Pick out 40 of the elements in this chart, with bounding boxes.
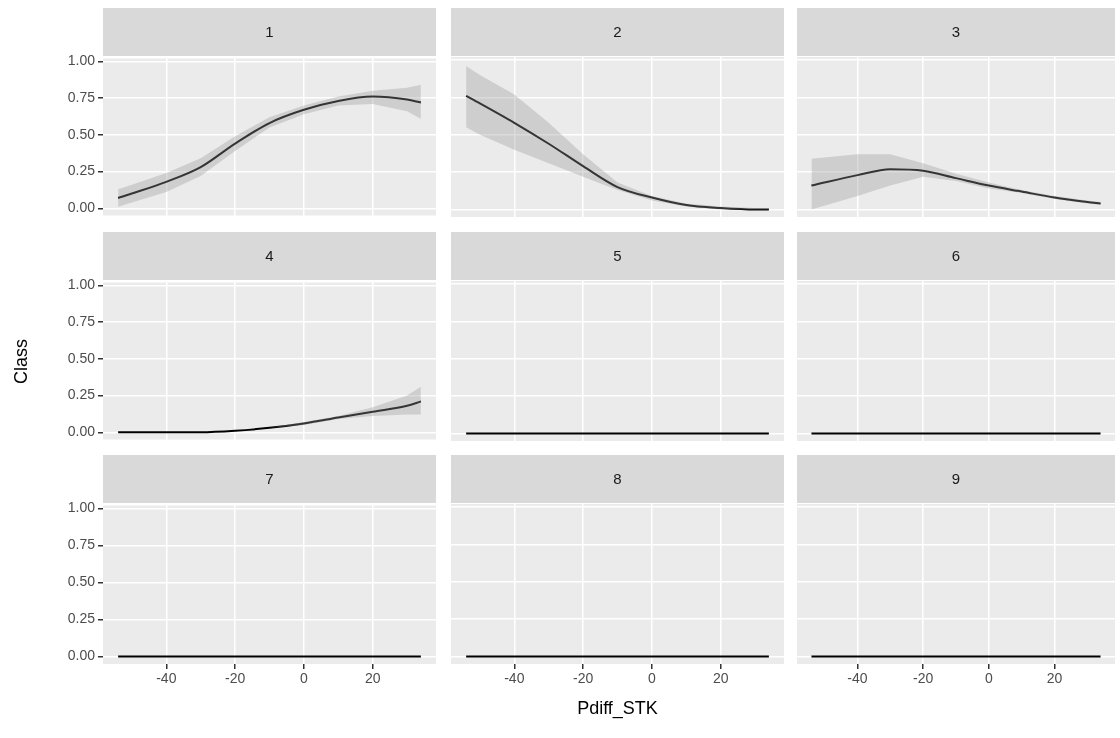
y-tick-label: 0.25 [67, 386, 96, 403]
y-tick-label: 1.00 [67, 52, 96, 69]
y-tick-label: 1.00 [67, 499, 96, 516]
x-tick-label: -40 [847, 670, 868, 687]
y-axis-title: Class [10, 338, 32, 384]
y-tick-label: 0.25 [67, 610, 96, 627]
y-tick-label: 1.00 [67, 276, 96, 293]
x-tick-label: 0 [984, 670, 993, 687]
x-tick-label: 20 [712, 670, 729, 687]
y-tick-label: 0.00 [67, 423, 96, 440]
y-tick-label: 0.50 [67, 125, 96, 142]
chart-title: 9 [797, 455, 1115, 503]
chart-title: 5 [451, 232, 784, 280]
x-tick-label: 0 [648, 670, 656, 687]
chart-title: 8 [451, 455, 784, 503]
chart-title: 4 [103, 232, 436, 280]
x-tick-label: -20 [224, 670, 246, 687]
x-tick-label: -40 [504, 670, 525, 687]
y-tick-label: 0.75 [67, 88, 96, 105]
x-tick-label: -20 [572, 670, 594, 687]
y-tick-label: 0.25 [67, 162, 96, 179]
x-tick-label: -40 [156, 670, 177, 687]
y-tick-label: 0.75 [67, 536, 96, 553]
line-series [117, 95, 422, 199]
x-tick-label: 0 [300, 670, 308, 687]
y-tick-label: 0.00 [67, 199, 96, 216]
x-tick-label: 20 [364, 670, 381, 687]
x-axis-title: Pdiff_STK [576, 698, 659, 719]
x-tick-label: -20 [913, 670, 934, 687]
chart-title: 1 [103, 8, 436, 56]
y-tick-label: 0.50 [67, 573, 96, 590]
chart-title: 6 [797, 232, 1115, 280]
x-tick-label: 20 [1046, 670, 1063, 687]
chart-title: 2 [451, 8, 784, 56]
y-tick-label: 0.75 [67, 312, 96, 329]
line-series [117, 400, 422, 434]
chart-title: 7 [103, 455, 436, 503]
y-tick-label: 0.00 [67, 647, 96, 664]
y-tick-label: 0.50 [67, 349, 96, 366]
chart-title: 3 [797, 8, 1115, 56]
